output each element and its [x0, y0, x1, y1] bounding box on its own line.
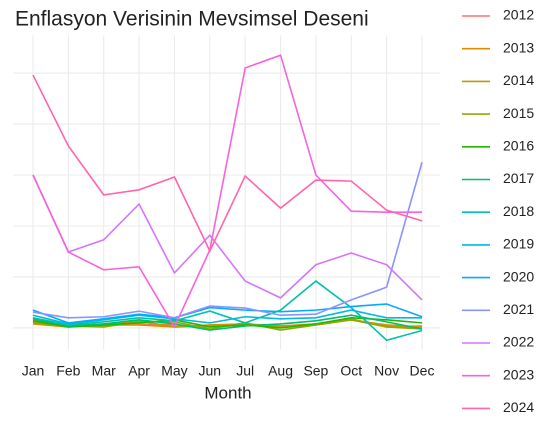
- x-tick-label: Nov: [374, 363, 399, 379]
- x-tick-label: Dec: [410, 363, 435, 379]
- x-axis-label: Month: [204, 383, 251, 402]
- series-line: [32, 303, 423, 324]
- legend-label: 2013: [503, 39, 534, 55]
- series-line: [32, 314, 423, 331]
- series-line: [32, 280, 423, 342]
- chart-title: Enflasyon Verisinin Mevsimsel Deseni: [15, 8, 369, 31]
- legend-label: 2015: [503, 105, 534, 121]
- legend-label: 2019: [503, 236, 534, 252]
- x-tick-label: Oct: [340, 363, 362, 379]
- x-tick-label: Aug: [268, 363, 293, 379]
- x-tick-label: Apr: [128, 363, 150, 379]
- series-line: [32, 316, 423, 329]
- x-tick-label: Jan: [22, 363, 45, 379]
- legend-label: 2024: [503, 399, 534, 415]
- legend-label: 2022: [503, 334, 534, 350]
- x-tick-label: Mar: [92, 363, 116, 379]
- legend-label: 2021: [503, 301, 534, 317]
- legend-label: 2014: [503, 72, 534, 88]
- legend-label: 2017: [503, 170, 534, 186]
- x-tick-label: Sep: [303, 363, 328, 379]
- x-tick-label: Jun: [199, 363, 222, 379]
- series-line: [32, 74, 423, 253]
- legend-label: 2012: [503, 7, 534, 23]
- legend-label: 2018: [503, 203, 534, 219]
- series-line: [32, 309, 422, 325]
- series-line: [32, 174, 423, 301]
- series-line: [32, 54, 422, 329]
- legend-label: 2016: [503, 138, 534, 154]
- x-tick-label: Jul: [236, 363, 254, 379]
- x-tick-label: Feb: [56, 363, 80, 379]
- series-line: [32, 162, 423, 319]
- legend-label: 2020: [503, 268, 534, 284]
- legend-label: 2023: [503, 366, 534, 382]
- x-tick-label: May: [161, 363, 187, 379]
